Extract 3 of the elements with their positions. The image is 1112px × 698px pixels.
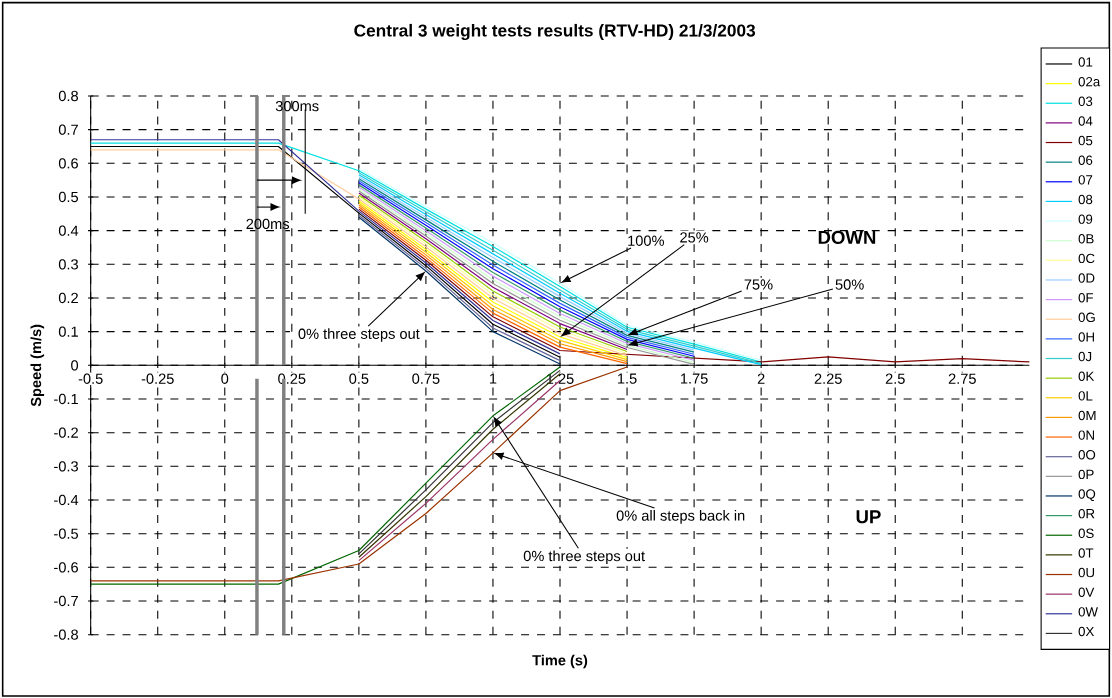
annotation: DOWN bbox=[818, 230, 876, 244]
annotation: UP bbox=[856, 510, 881, 523]
chart-title: Central 3 weight tests results (RTV-HD) 21/3/2003 bbox=[354, 23, 756, 40]
